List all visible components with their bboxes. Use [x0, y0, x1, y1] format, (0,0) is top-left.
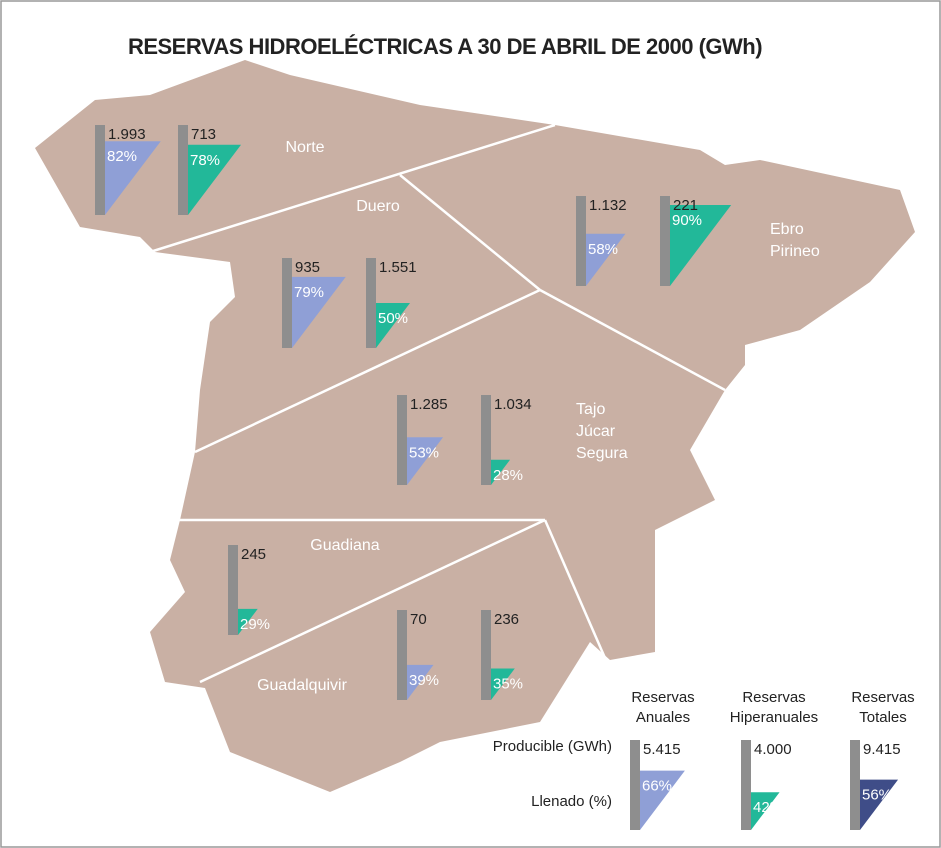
fill-triangle	[238, 608, 258, 635]
legend-header: Hiperanuales	[730, 709, 818, 726]
region-name: Ebro	[770, 221, 804, 238]
gauge-bar	[576, 196, 586, 286]
fill-label: 35%	[493, 675, 523, 692]
legend-header: Reservas	[631, 689, 694, 706]
legend-header: Anuales	[636, 709, 690, 726]
gauge-bar	[481, 610, 491, 700]
fill-label: 79%	[294, 284, 324, 301]
region-name: Guadiana	[310, 537, 379, 554]
capacity: 1.285	[410, 396, 448, 413]
fill-label: 42%	[753, 799, 783, 816]
capacity: 1.034	[494, 396, 532, 413]
legend-header: Reservas	[851, 689, 914, 706]
fill-triangle	[586, 233, 626, 286]
gauge-bar	[228, 545, 238, 635]
fill-triangle	[407, 437, 444, 485]
capacity: 1.132	[589, 197, 627, 214]
fill-label: 56%	[862, 787, 892, 804]
fill-triangle	[670, 205, 732, 286]
gauge-bar	[660, 196, 670, 286]
gauge-bar	[481, 395, 491, 485]
gauge-bar	[850, 740, 860, 830]
fill-label: 39%	[409, 672, 439, 689]
gauge-bar	[397, 395, 407, 485]
capacity: 5.415	[643, 741, 681, 758]
region-borders	[149, 123, 726, 684]
capacity: 236	[494, 611, 519, 628]
fill-triangle	[640, 770, 685, 830]
region-name: Tajo	[576, 401, 605, 418]
capacity: 713	[191, 126, 216, 143]
fill-triangle	[751, 792, 780, 830]
capacity: 4.000	[754, 741, 792, 758]
region-name: Duero	[356, 198, 400, 215]
fill-triangle	[376, 303, 410, 348]
capacity: 70	[410, 611, 427, 628]
gauge-bar	[397, 610, 407, 700]
gauge-bar	[282, 258, 292, 348]
gauge-bar	[630, 740, 640, 830]
fill-label: 90%	[672, 212, 702, 229]
capacity: 1.993	[108, 126, 146, 143]
region-name: Júcar	[576, 423, 616, 440]
gauge-bar	[178, 125, 188, 215]
fill-triangle	[292, 276, 346, 348]
capacity: 221	[673, 197, 698, 214]
fill-triangle	[407, 664, 434, 700]
fill-label: 82%	[107, 148, 137, 165]
fill-triangle	[105, 141, 161, 215]
fill-label: 58%	[588, 241, 618, 258]
row-label: Llenado (%)	[531, 793, 612, 810]
region-name: Norte	[285, 139, 324, 156]
capacity: 935	[295, 259, 320, 276]
fill-triangle	[491, 459, 511, 485]
fill-label: 28%	[493, 467, 523, 484]
capacity: 9.415	[863, 741, 901, 758]
fill-triangle	[491, 668, 515, 700]
fill-label: 50%	[378, 310, 408, 327]
fill-triangle	[860, 779, 899, 830]
capacity: 1.551	[379, 259, 417, 276]
fill-label: 53%	[409, 444, 439, 461]
fill-label: 29%	[240, 616, 270, 633]
region-name: Segura	[576, 445, 628, 462]
gauge-bar	[741, 740, 751, 830]
fill-label: 78%	[190, 152, 220, 169]
title: RESERVAS HIDROELÉCTRICAS A 30 DE ABRIL D…	[128, 34, 762, 59]
capacity: 245	[241, 546, 266, 563]
region-name: Pirineo	[770, 243, 820, 260]
legend-header: Totales	[859, 709, 907, 726]
row-label: Producible (GWh)	[493, 738, 612, 755]
gauge-bar	[366, 258, 376, 348]
fill-label: 66%	[642, 778, 672, 795]
fill-triangle	[188, 144, 242, 215]
legend-header: Reservas	[742, 689, 805, 706]
region-name: Guadalquivir	[257, 677, 348, 694]
gauge-bar	[95, 125, 105, 215]
